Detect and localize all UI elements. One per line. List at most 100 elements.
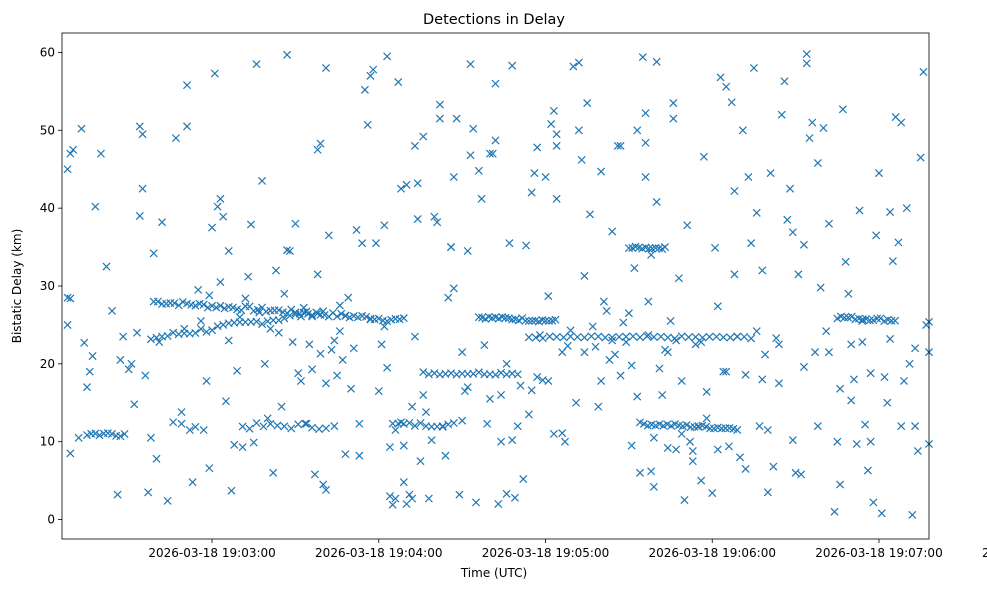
data-point-marker bbox=[824, 348, 833, 357]
data-point-marker bbox=[188, 478, 197, 487]
data-point-marker bbox=[694, 422, 703, 431]
data-point-marker bbox=[405, 418, 414, 427]
data-point-marker bbox=[763, 425, 772, 435]
data-point-marker bbox=[135, 122, 144, 131]
data-point-marker bbox=[258, 176, 267, 185]
data-point-marker bbox=[847, 396, 856, 405]
data-point-marker bbox=[77, 124, 86, 133]
data-point-marker bbox=[491, 79, 500, 88]
data-point-marker bbox=[663, 333, 672, 342]
data-point-marker bbox=[497, 390, 506, 400]
data-point-marker bbox=[291, 310, 300, 319]
data-point-marker bbox=[283, 50, 292, 59]
data-point-marker bbox=[563, 341, 572, 350]
data-point-marker bbox=[858, 338, 867, 347]
data-point-marker bbox=[435, 114, 444, 123]
data-point-marker bbox=[740, 332, 749, 341]
data-point-marker bbox=[705, 332, 714, 341]
data-point-marker bbox=[374, 314, 383, 323]
data-point-marker bbox=[383, 52, 392, 61]
data-point-marker bbox=[647, 467, 656, 476]
data-point-marker bbox=[622, 338, 631, 347]
data-point-marker bbox=[410, 141, 419, 150]
x-tick-label: 2026-03-18 19:06:00 bbox=[649, 546, 776, 560]
data-point-marker bbox=[722, 367, 731, 376]
data-point-marker bbox=[674, 274, 683, 283]
data-point-marker bbox=[335, 301, 344, 310]
data-point-marker bbox=[627, 361, 636, 370]
data-point-marker bbox=[597, 167, 606, 176]
data-point-marker bbox=[410, 421, 419, 430]
data-point-marker bbox=[308, 365, 317, 374]
data-point-marker bbox=[508, 436, 517, 445]
data-point-marker bbox=[449, 284, 458, 293]
data-point-marker bbox=[544, 376, 553, 385]
data-point-marker bbox=[724, 442, 733, 451]
data-point-marker bbox=[491, 136, 500, 145]
data-point-marker bbox=[438, 422, 447, 431]
data-point-marker bbox=[266, 419, 275, 428]
data-point-marker bbox=[305, 340, 314, 349]
data-point-marker bbox=[833, 437, 842, 446]
data-point-marker bbox=[514, 316, 523, 325]
data-point-marker bbox=[747, 334, 756, 343]
data-point-marker bbox=[355, 419, 364, 428]
data-point-marker bbox=[333, 312, 342, 321]
data-point-marker bbox=[805, 134, 814, 143]
x-tick-label: 2026-03-18 19:07:00 bbox=[815, 546, 942, 560]
data-point-marker bbox=[633, 392, 642, 401]
data-point-marker bbox=[527, 188, 536, 197]
data-point-marker bbox=[574, 58, 583, 67]
data-point-marker bbox=[338, 355, 347, 364]
data-point-marker bbox=[838, 105, 847, 114]
data-point-marker bbox=[799, 362, 808, 371]
data-point-marker bbox=[196, 324, 205, 333]
data-point-marker bbox=[220, 304, 229, 313]
data-point-marker bbox=[808, 118, 817, 127]
data-point-marker bbox=[245, 424, 254, 433]
data-point-marker bbox=[682, 420, 691, 430]
data-point-marker bbox=[419, 368, 428, 377]
data-point-marker bbox=[544, 292, 553, 301]
data-point-marker bbox=[844, 289, 853, 298]
data-point-marker bbox=[138, 130, 147, 139]
data-point-marker bbox=[474, 313, 483, 322]
data-point-marker bbox=[572, 398, 581, 407]
data-point-marker bbox=[238, 443, 247, 452]
data-point-marker bbox=[559, 333, 568, 342]
data-point-marker bbox=[130, 400, 139, 409]
data-point-marker bbox=[583, 99, 592, 108]
data-point-marker bbox=[502, 489, 511, 498]
data-point-marker bbox=[663, 443, 672, 452]
data-point-marker bbox=[120, 429, 129, 438]
data-point-marker bbox=[252, 60, 261, 69]
data-point-marker bbox=[530, 169, 539, 178]
data-point-marker bbox=[624, 309, 633, 318]
data-point-marker bbox=[552, 130, 561, 139]
data-point-marker bbox=[316, 349, 325, 358]
data-point-marker bbox=[349, 344, 358, 353]
data-point-marker bbox=[452, 114, 461, 123]
data-point-marker bbox=[155, 338, 164, 347]
data-point-marker bbox=[221, 397, 230, 406]
data-point-marker bbox=[391, 425, 400, 435]
data-point-marker bbox=[346, 384, 356, 393]
data-point-marker bbox=[535, 331, 544, 340]
data-point-marker bbox=[228, 303, 237, 312]
data-point-marker bbox=[296, 376, 306, 385]
data-point-marker bbox=[874, 169, 884, 178]
data-point-marker bbox=[872, 231, 881, 240]
y-axis-label: Bistatic Delay (km) bbox=[10, 229, 24, 344]
data-point-marker bbox=[587, 332, 596, 341]
data-point-marker bbox=[219, 212, 228, 221]
data-point-marker bbox=[669, 99, 678, 108]
data-point-marker bbox=[274, 316, 283, 325]
data-point-marker bbox=[719, 333, 728, 342]
data-point-marker bbox=[813, 422, 822, 431]
data-point-marker bbox=[177, 419, 186, 428]
data-point-marker bbox=[203, 303, 212, 312]
data-point-marker bbox=[321, 379, 331, 388]
y-tick-label: 0 bbox=[47, 513, 55, 527]
data-point-marker bbox=[216, 278, 225, 287]
data-point-marker bbox=[897, 118, 906, 127]
